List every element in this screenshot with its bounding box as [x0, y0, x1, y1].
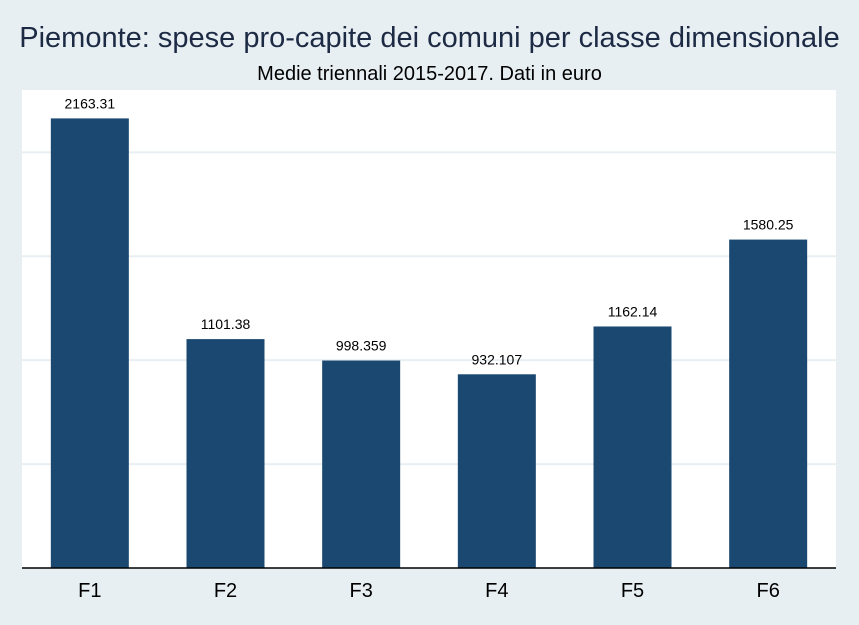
bars — [50, 118, 808, 568]
data-label: 932.107 — [472, 351, 523, 367]
x-tick-label: F1 — [78, 580, 101, 602]
bar-f1 — [50, 118, 129, 568]
bar-f3 — [322, 360, 401, 568]
x-tick-label: F3 — [349, 580, 372, 602]
x-tick-label: F2 — [214, 580, 237, 602]
labels: 2163.31 F1 1101.38 F2 998.359 F3 932.107 F4 1162… — [65, 95, 794, 602]
data-label: 1162.14 — [608, 303, 658, 319]
x-tick-label: F5 — [621, 580, 644, 602]
bar-f5 — [593, 326, 672, 568]
chart-subtitle: Medie triennali 2015-2017. Dati in euro — [257, 63, 602, 85]
chart-title: Piemonte: spese pro-capite dei comuni pe… — [19, 22, 840, 54]
x-tick-label: F4 — [485, 580, 508, 602]
bar-f4 — [457, 374, 536, 568]
data-label: 998.359 — [336, 338, 387, 354]
plot-area — [22, 90, 836, 568]
gridlines — [22, 151, 836, 466]
data-label: 1101.38 — [201, 316, 251, 332]
data-label: 1580.25 — [743, 217, 794, 233]
bar-f2 — [186, 339, 265, 568]
x-tick-label: F6 — [756, 580, 779, 602]
bar-f6 — [729, 239, 808, 568]
data-label: 2163.31 — [65, 95, 116, 111]
